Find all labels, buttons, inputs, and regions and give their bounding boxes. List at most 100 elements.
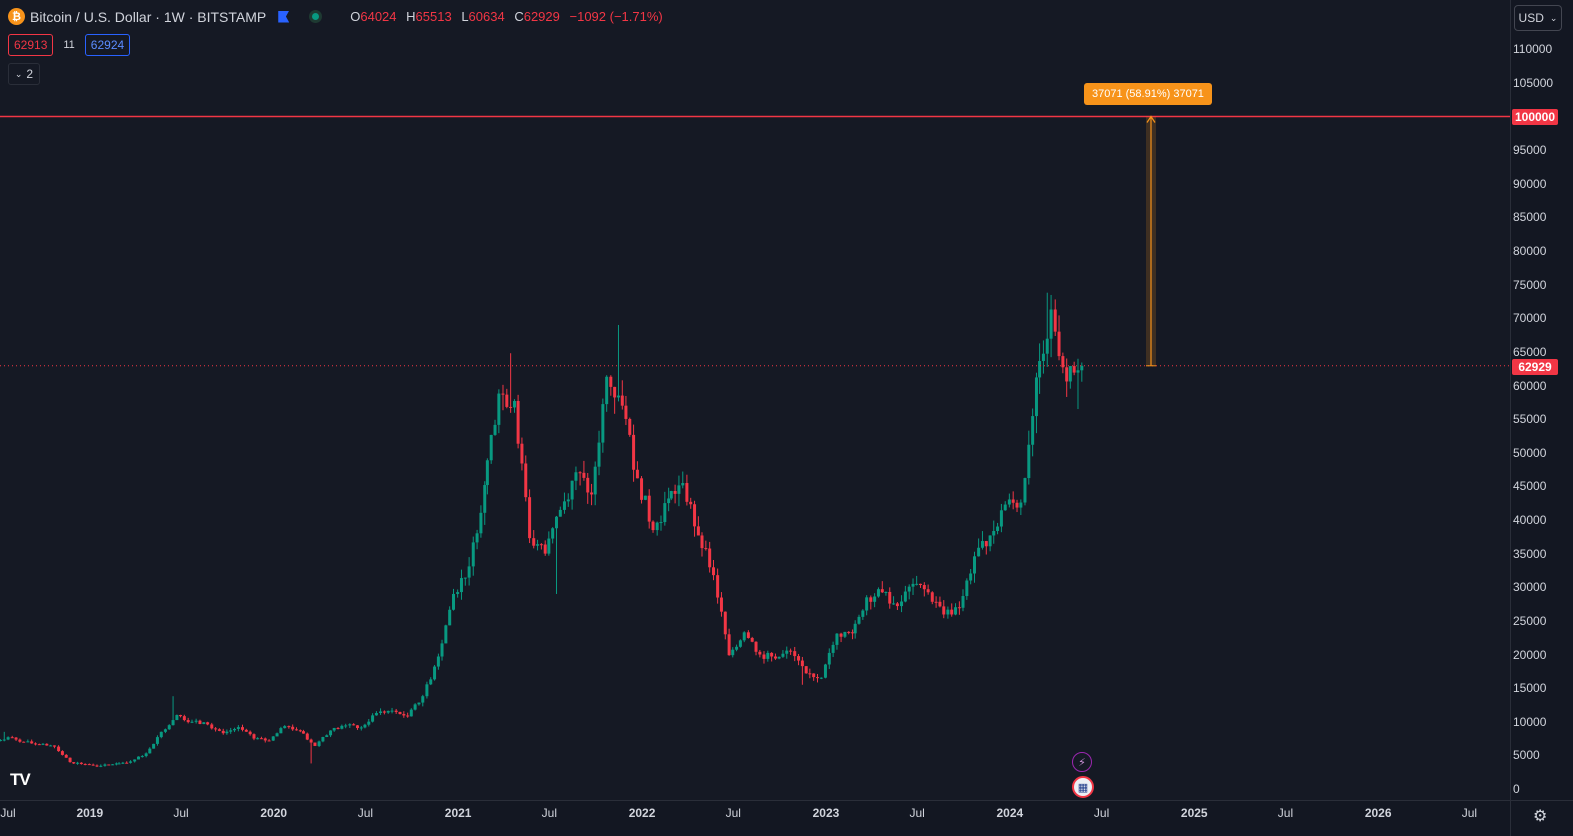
candle-body bbox=[171, 720, 175, 726]
candle-body bbox=[605, 376, 609, 405]
candle-body bbox=[578, 472, 582, 474]
candle-body bbox=[869, 597, 873, 602]
candle-body bbox=[954, 607, 958, 615]
candle-body bbox=[298, 730, 302, 732]
candle-body bbox=[827, 652, 831, 665]
candle-body bbox=[942, 606, 946, 615]
candle-body bbox=[107, 764, 111, 766]
candle-body bbox=[934, 601, 938, 603]
candle-body bbox=[950, 609, 954, 615]
gear-icon[interactable]: ⚙ bbox=[1533, 808, 1548, 825]
candle-body bbox=[402, 714, 406, 716]
candle-body bbox=[144, 753, 148, 757]
time-axis-label: 2023 bbox=[812, 806, 840, 820]
candle-body bbox=[221, 730, 225, 734]
candle-body bbox=[926, 589, 930, 593]
chart-area[interactable] bbox=[0, 0, 1510, 800]
price-axis-label: 40000 bbox=[1513, 513, 1547, 527]
candle-body bbox=[532, 538, 536, 546]
candle-body bbox=[1061, 356, 1065, 368]
bid-ask-row: 62913 11 62924 bbox=[8, 34, 131, 56]
candle-body bbox=[256, 738, 260, 740]
candle-body bbox=[746, 632, 750, 638]
candle-body bbox=[536, 544, 540, 546]
candle-body bbox=[1015, 502, 1019, 508]
candle-body bbox=[103, 764, 107, 766]
candle-body bbox=[823, 664, 827, 678]
candle-body bbox=[429, 679, 433, 685]
candle-body bbox=[558, 509, 562, 517]
tradingview-logo[interactable]: TV bbox=[10, 770, 31, 789]
candle-body bbox=[738, 640, 742, 647]
candle-body bbox=[244, 729, 248, 732]
candle-body bbox=[673, 491, 677, 494]
candle-body bbox=[984, 541, 988, 547]
time-axis-label: 2024 bbox=[996, 806, 1024, 820]
candle-body bbox=[467, 566, 471, 578]
candle-body bbox=[789, 650, 793, 652]
candle-body bbox=[336, 727, 340, 729]
candle-body bbox=[762, 654, 766, 659]
price-axis[interactable] bbox=[1510, 0, 1573, 800]
candle-body bbox=[332, 727, 336, 731]
measure-arrow-head bbox=[1146, 115, 1156, 123]
candle-body bbox=[992, 530, 996, 536]
buy-button[interactable]: 62924 bbox=[84, 34, 131, 56]
time-axis[interactable] bbox=[0, 800, 1510, 836]
candle-body bbox=[163, 729, 167, 732]
price-axis-label: 110000 bbox=[1513, 42, 1553, 57]
candle-body bbox=[14, 737, 18, 740]
market-status-icon[interactable] bbox=[309, 10, 323, 23]
flag-icon[interactable] bbox=[278, 10, 290, 23]
candle-body bbox=[685, 483, 689, 502]
last-price-tag[interactable]: 62929 bbox=[1512, 359, 1558, 375]
time-axis-label: Jul bbox=[357, 806, 374, 820]
currency-button[interactable]: USD ⌄ bbox=[1514, 5, 1562, 31]
candle-body bbox=[777, 656, 781, 659]
candle-body bbox=[236, 727, 240, 729]
candle-body bbox=[37, 744, 41, 746]
indicators-toggle-button[interactable]: ⌄ 2 bbox=[8, 63, 40, 85]
candle-body bbox=[283, 726, 287, 729]
candle-body bbox=[359, 727, 363, 729]
chevron-down-icon: ⌄ bbox=[14, 68, 23, 79]
candle-body bbox=[643, 495, 647, 500]
candle-body bbox=[425, 684, 429, 697]
time-axis-label: Jul bbox=[1093, 806, 1110, 820]
candle-body bbox=[742, 632, 746, 641]
candle-body bbox=[233, 728, 237, 731]
axis-corner bbox=[1510, 800, 1573, 836]
price-axis-label: 90000 bbox=[1513, 176, 1547, 191]
high-value: 65513 bbox=[415, 9, 452, 24]
us-flag-icon[interactable]: ▦ bbox=[1072, 776, 1094, 798]
candle-body bbox=[647, 495, 651, 522]
candle-body bbox=[386, 710, 390, 713]
candle-body bbox=[727, 634, 731, 656]
horizontal-line-price-tag[interactable]: 100000 bbox=[1512, 109, 1558, 125]
measure-label[interactable]: 37071 (58.91%) 37071 bbox=[1084, 83, 1212, 105]
symbol-title[interactable]: Bitcoin / U.S. Dollar · 1W · BITSTAMP bbox=[30, 8, 267, 25]
candle-body bbox=[1003, 504, 1007, 511]
candle-body bbox=[148, 748, 152, 754]
candle-body bbox=[72, 762, 76, 764]
candle-body bbox=[295, 729, 299, 731]
candle-body bbox=[64, 754, 68, 758]
candle-body bbox=[554, 516, 558, 529]
bitcoin-icon[interactable]: ₿ bbox=[8, 8, 25, 25]
candle-body bbox=[524, 463, 528, 498]
time-axis-label: Jul bbox=[909, 806, 925, 820]
candle-body bbox=[497, 393, 501, 425]
price-axis-label: 30000 bbox=[1513, 580, 1547, 595]
candle-body bbox=[436, 656, 440, 667]
candle-body bbox=[1080, 365, 1084, 371]
candlestick-chart[interactable] bbox=[0, 0, 1510, 800]
candle-body bbox=[463, 577, 467, 579]
candle-body bbox=[10, 737, 14, 739]
candle-body bbox=[528, 497, 532, 539]
time-axis-label: Jul bbox=[1277, 806, 1294, 820]
price-axis-label: 0 bbox=[1513, 782, 1520, 796]
sell-button[interactable]: 62913 bbox=[8, 34, 54, 56]
lightning-icon[interactable]: ⚡ bbox=[1072, 752, 1092, 772]
candle-body bbox=[957, 607, 961, 609]
candle-body bbox=[459, 578, 463, 593]
